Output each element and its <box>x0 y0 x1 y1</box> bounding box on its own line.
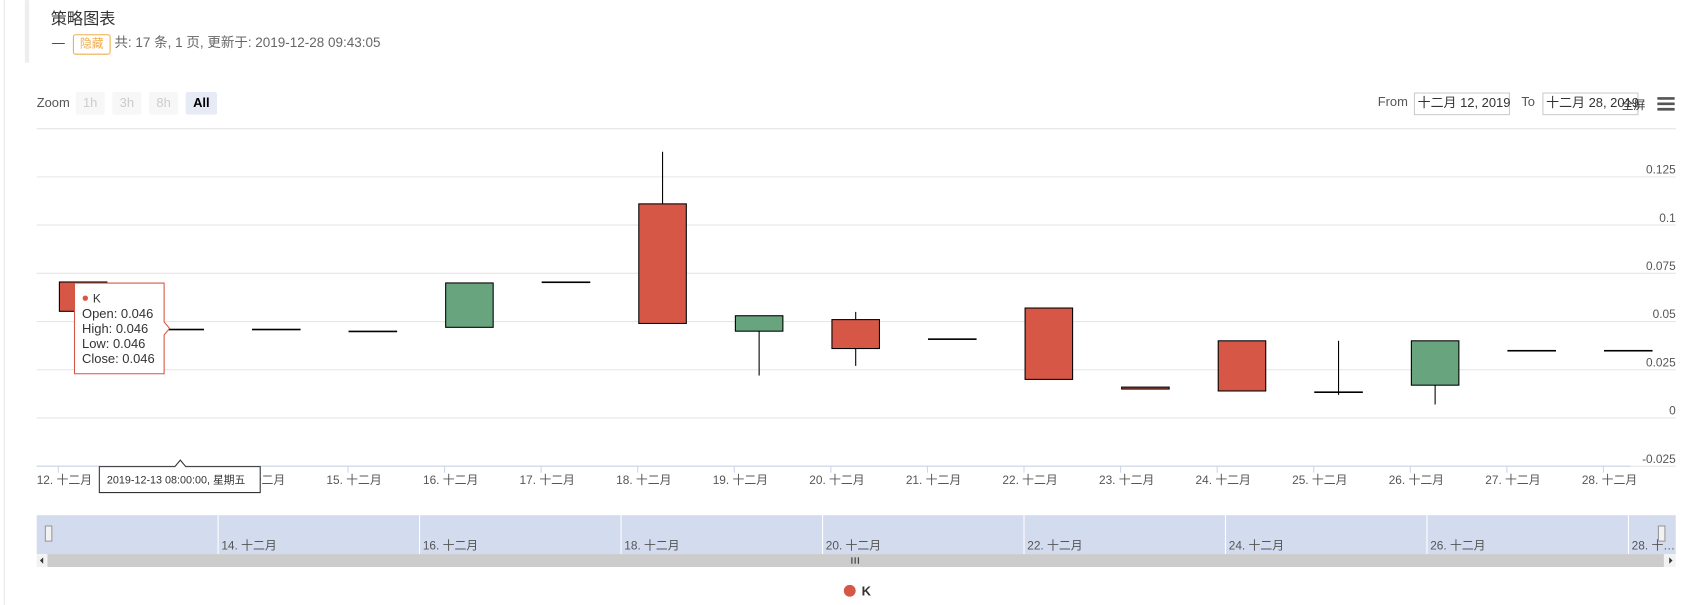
to-date[interactable]: 十二月 28, 2019 <box>1546 95 1639 110</box>
y-tick-label: -0.025 <box>1642 452 1676 466</box>
to-input[interactable] <box>1542 92 1639 116</box>
candle-body <box>638 203 687 325</box>
tooltip-line: Close: 0.046 <box>82 351 155 366</box>
crosshair-label: 2019-12-13 08:00:00, 星期五 <box>98 459 261 494</box>
candle-body <box>251 328 301 331</box>
legend-symbol[interactable] <box>843 584 856 597</box>
fullscreen[interactable]: 全屏 <box>1622 98 1646 112</box>
candle-body <box>1410 340 1460 386</box>
legend-item[interactable]: K <box>862 583 872 598</box>
y-tick-label: 0.125 <box>1646 163 1676 177</box>
crosshair-date: 2019-12-13 08:00:00, 星期五 <box>107 474 246 486</box>
tooltip-dot <box>82 295 88 301</box>
info: 共: 17 条, 1 页, 更新于: 2019-12-28 09:43:05 <box>114 34 380 50</box>
x-tick-label: 18. 十二月 <box>616 473 671 487</box>
title: 策略图表 <box>51 10 116 28</box>
zoom-label: Zoom <box>37 95 70 110</box>
zoom-button-label[interactable]: All <box>193 95 210 110</box>
y-tick-label: 0.1 <box>1659 211 1676 225</box>
candle-body <box>734 315 784 332</box>
zoom-button-label[interactable]: 8h <box>156 95 170 110</box>
nav-label: 18. 十二月 <box>624 539 679 553</box>
tooltip: K Open: 0.046 High: 0.046 Low: 0.046 Clo… <box>73 282 171 375</box>
candle-body <box>927 338 977 340</box>
x-tick-label: 26. 十二月 <box>1389 473 1444 487</box>
y-tick-label: 0.075 <box>1646 259 1676 273</box>
x-tick-label: 24. 十二月 <box>1196 473 1251 487</box>
candle-body <box>831 319 880 350</box>
nav-label: 20. 十二月 <box>826 539 881 553</box>
x-tick-label: 20. 十二月 <box>809 473 864 487</box>
candle-body <box>1314 391 1363 394</box>
zoom-button[interactable] <box>149 91 179 115</box>
navigator-axis: 14. 十二月 16. 十二月 18. 十二月 20. 十二月 22. 十二月 24. 十… <box>217 515 1676 555</box>
x-tick-label: 21. 十二月 <box>906 473 961 487</box>
badge-box[interactable] <box>72 34 111 55</box>
zoom-button[interactable] <box>112 91 142 115</box>
from-label: From <box>1378 94 1408 109</box>
tooltip-box <box>73 282 171 375</box>
zoom-button-label[interactable]: 3h <box>120 95 134 110</box>
candle-body <box>348 330 398 333</box>
candle-body <box>1024 307 1074 380</box>
y-tick-label: 0 <box>1669 404 1676 418</box>
nav-label: 26. 十二月 <box>1430 539 1485 553</box>
x-tick-label: 27. 十二月 <box>1485 473 1540 487</box>
candle-body <box>445 282 494 328</box>
y-tick-label: 0.05 <box>1653 307 1676 321</box>
tooltip-line: Open: 0.046 <box>82 306 153 321</box>
to-label: To <box>1521 94 1535 109</box>
candle-body <box>1507 349 1556 352</box>
tooltip-line: High: 0.046 <box>82 321 148 336</box>
x-tick-label: 28. 十二月 <box>1582 473 1637 487</box>
x-tick-label: 22. 十二月 <box>1002 473 1057 487</box>
zoom-button-label[interactable]: 1h <box>83 95 97 110</box>
zoom-button[interactable] <box>75 91 105 115</box>
nav-label: 16. 十二月 <box>423 539 478 553</box>
header-bar <box>24 0 30 63</box>
y-tick-label: 0.025 <box>1646 355 1676 369</box>
badge[interactable]: 隐藏 <box>80 37 104 51</box>
crosshair-box <box>98 459 261 494</box>
nav-handle-left[interactable] <box>44 525 53 542</box>
menu-button[interactable] <box>1657 97 1675 111</box>
navigator[interactable] <box>36 515 1676 555</box>
x-tick-label: 19. 十二月 <box>713 473 768 487</box>
nav-handle-right[interactable] <box>1657 525 1666 542</box>
from-date[interactable]: 十二月 12, 2019 <box>1418 95 1511 110</box>
zoom-buttons: 1h 3h 8h All <box>75 91 218 115</box>
x-tick-label: 25. 十二月 <box>1292 473 1347 487</box>
from-input[interactable] <box>1413 92 1510 116</box>
nav-label: 24. 十二月 <box>1229 539 1284 553</box>
x-tick-label: 12. 十二月 <box>37 473 92 487</box>
x-tick-label: 17. 十二月 <box>520 473 575 487</box>
x-tick-label: 16. 十二月 <box>423 473 478 487</box>
nav-label: 28. 十… <box>1632 539 1676 553</box>
candle-body <box>541 281 591 284</box>
candle-body <box>1217 340 1267 392</box>
tooltip-series: K <box>93 291 101 305</box>
scroll-grip <box>851 557 859 564</box>
nav-label: 14. 十二月 <box>221 539 276 553</box>
candle-body <box>1603 349 1653 352</box>
collapse[interactable]: — <box>52 35 65 50</box>
tooltip-line: Low: 0.046 <box>82 336 145 351</box>
candle-body <box>1121 386 1170 390</box>
x-tick-label: 23. 十二月 <box>1099 473 1154 487</box>
x-tick-label: 15. 十二月 <box>326 473 381 487</box>
zoom-button[interactable] <box>185 91 218 115</box>
nav-label: 22. 十二月 <box>1027 539 1082 553</box>
